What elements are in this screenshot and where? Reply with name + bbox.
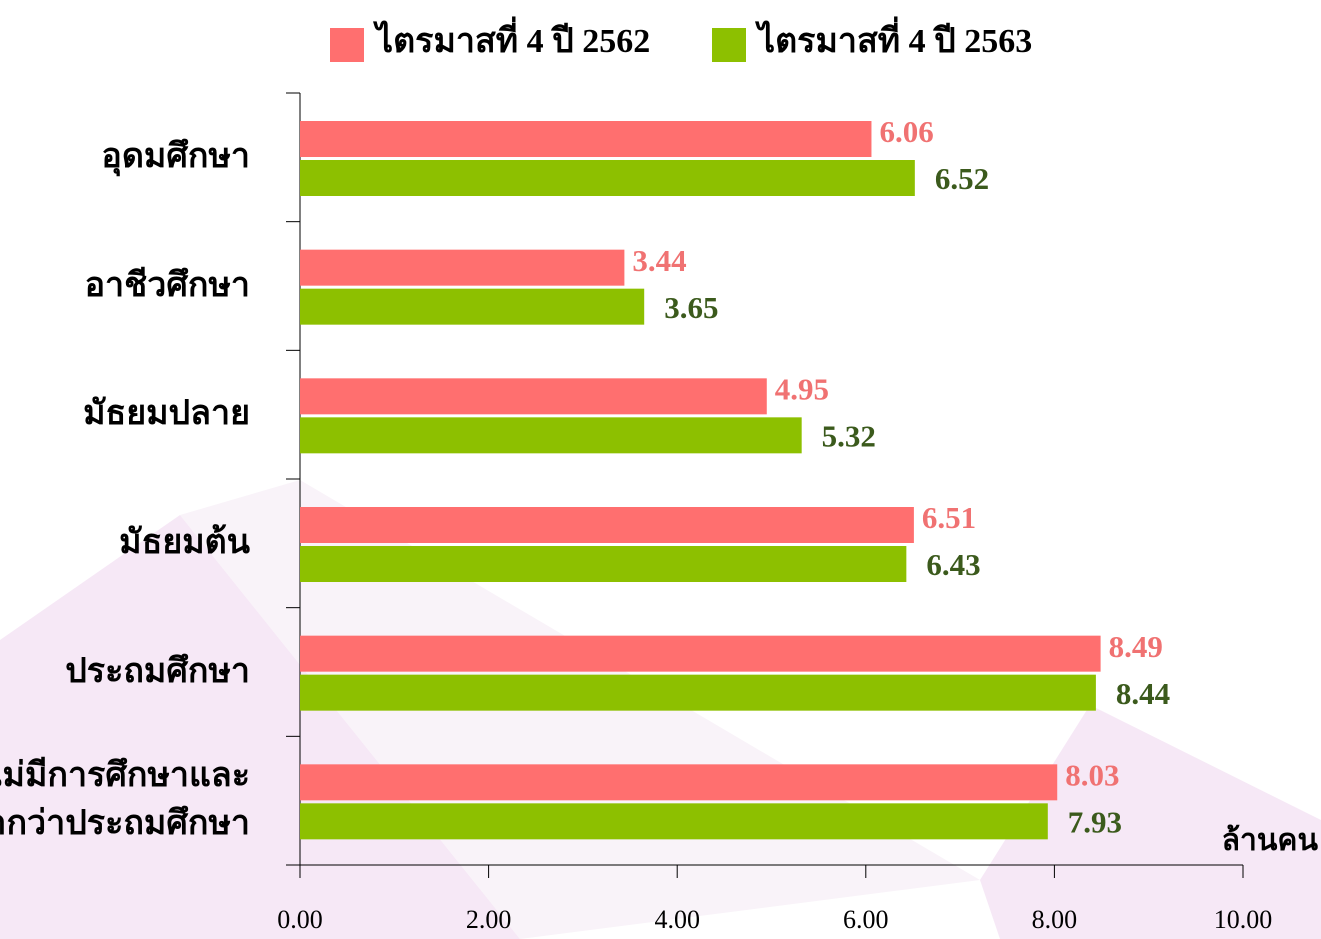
value-label: 5.32 bbox=[822, 418, 876, 453]
legend-swatch bbox=[712, 28, 746, 62]
value-label: 3.65 bbox=[664, 290, 718, 325]
background-shape bbox=[980, 705, 1321, 939]
x-tick-label: 10.00 bbox=[1214, 905, 1273, 934]
bar bbox=[300, 674, 1096, 711]
bar bbox=[300, 378, 767, 415]
category-label: มัธยมต้น bbox=[119, 524, 250, 561]
bar bbox=[300, 249, 625, 286]
bar bbox=[300, 160, 915, 196]
x-tick-label: 4.00 bbox=[654, 905, 700, 934]
category-label: ประถมศึกษา bbox=[65, 652, 250, 690]
bar bbox=[300, 764, 1058, 801]
value-label: 4.95 bbox=[775, 371, 829, 406]
value-label: 6.52 bbox=[935, 161, 989, 196]
bar bbox=[300, 507, 914, 543]
category-label: มัธยมปลาย bbox=[83, 395, 250, 433]
legend-label: ไตรมาสที่ 4 ปี 2562 bbox=[373, 16, 650, 60]
x-tick-label: 8.00 bbox=[1032, 905, 1078, 934]
category-label: อุดมศึกษา bbox=[101, 138, 250, 175]
bar bbox=[300, 121, 872, 157]
value-label: 6.06 bbox=[879, 114, 933, 149]
x-tick-label: 2.00 bbox=[466, 905, 512, 934]
bar bbox=[300, 546, 907, 582]
category-label: อาชีวศึกษา bbox=[84, 266, 250, 304]
value-label: 3.44 bbox=[632, 243, 686, 278]
value-label: 8.44 bbox=[1116, 676, 1170, 711]
bar bbox=[300, 417, 802, 454]
value-label: 6.51 bbox=[922, 500, 976, 535]
value-label: 6.43 bbox=[926, 547, 980, 582]
bar bbox=[300, 803, 1048, 840]
value-label: 7.93 bbox=[1068, 804, 1122, 839]
x-tick-label: 0.00 bbox=[277, 905, 323, 934]
legend-label: ไตรมาสที่ 4 ปี 2563 bbox=[755, 16, 1032, 60]
x-axis-label: ล้านคน bbox=[1222, 824, 1319, 857]
category-label: ไม่มีการศึกษาและ ต่ำกว่าประถมศึกษา bbox=[0, 757, 250, 843]
legend-swatch bbox=[330, 28, 364, 62]
value-label: 8.03 bbox=[1065, 757, 1119, 792]
x-tick-label: 6.00 bbox=[843, 905, 889, 934]
bar bbox=[300, 635, 1101, 672]
value-label: 8.49 bbox=[1109, 629, 1163, 664]
bar bbox=[300, 288, 645, 325]
